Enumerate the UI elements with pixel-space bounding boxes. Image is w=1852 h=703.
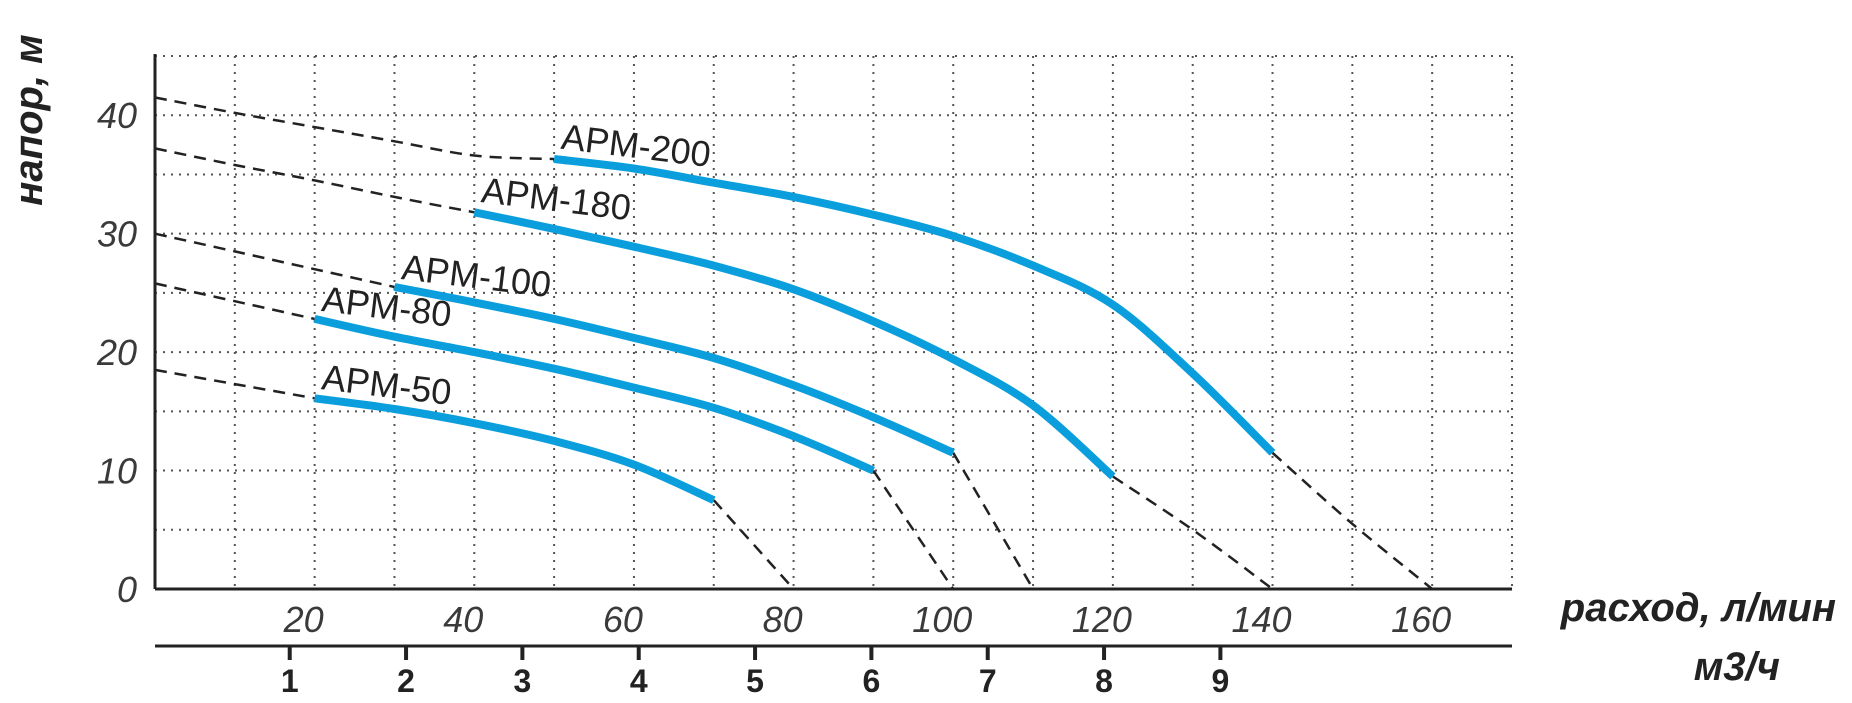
y-axis-title: напор, м: [7, 34, 51, 206]
x2-tick-label: 1: [281, 663, 299, 699]
series-extrapolation-right: [872, 469, 955, 590]
grid: [155, 55, 1513, 589]
series-line: [313, 314, 875, 475]
x2-axis-title: м3/ч: [1694, 645, 1780, 689]
x2-tick-label: 7: [979, 663, 997, 699]
x-axis-title: расход, л/мин: [1560, 586, 1836, 630]
series-extrapolation-right: [1271, 451, 1433, 590]
curves: [154, 96, 1433, 591]
x-tick-label: 100: [912, 599, 972, 640]
series-line: [473, 208, 1116, 480]
y-tick-label: 0: [117, 569, 137, 610]
series-line: [393, 283, 955, 457]
x-tick-label: 40: [443, 599, 483, 640]
x2-tick-label: 4: [630, 663, 648, 699]
series-extrapolation-left: [154, 232, 395, 289]
x-tick-label: 20: [283, 599, 324, 640]
x-tick-label: 160: [1391, 599, 1451, 640]
series-line: [314, 394, 716, 504]
y-tick-label: 10: [97, 451, 137, 492]
x2-tick-label: 8: [1095, 663, 1113, 699]
x2-tick-label: 6: [862, 663, 880, 699]
series-extrapolation-right: [712, 499, 795, 590]
series-extrapolation-right: [952, 452, 1035, 590]
axes: 0 10 20 30 40 20 40 60 80 100 120 140 160 1 2 3 4 5 6 7 8 9: [96, 54, 1512, 699]
y-tick-label: 20: [96, 332, 137, 373]
series-extrapolation-left: [154, 96, 555, 161]
series-extrapolation-left: [154, 368, 315, 400]
x2-tick-label: 3: [513, 663, 531, 699]
y-tick-label: 40: [97, 95, 137, 136]
x-tick-label: 80: [763, 599, 803, 640]
x2-tick-label: 5: [746, 663, 764, 699]
x-tick-label: 60: [603, 599, 643, 640]
series-extrapolation-right: [1112, 475, 1274, 591]
x-tick-label: 120: [1072, 599, 1132, 640]
y-tick-label: 30: [97, 214, 137, 255]
series-extrapolation-left: [154, 282, 315, 321]
x2-tick-label: 2: [397, 663, 415, 699]
series-line: [553, 155, 1276, 456]
series-extrapolation-left: [154, 147, 475, 214]
x-tick-label: 140: [1231, 599, 1291, 640]
x2-tick-label: 9: [1211, 663, 1229, 699]
